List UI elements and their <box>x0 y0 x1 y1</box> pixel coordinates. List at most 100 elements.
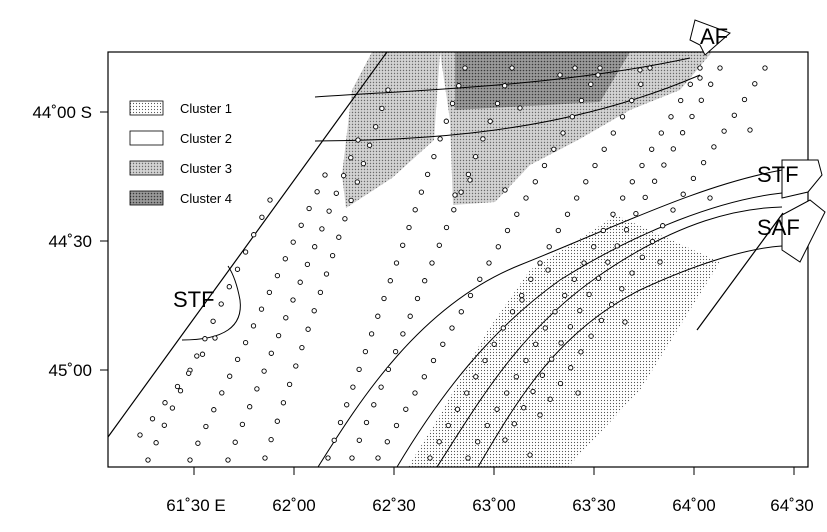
station-marker <box>437 136 443 142</box>
x-tick-label-64-00: 64˚00 <box>672 496 715 515</box>
station-marker <box>234 356 241 363</box>
station-marker <box>304 261 311 268</box>
x-axis: 61˚30 E 62˚00 62˚30 63˚00 63˚30 64˚00 64… <box>166 467 814 515</box>
station-marker <box>290 297 296 303</box>
station-marker <box>298 222 304 228</box>
station-marker <box>629 270 635 276</box>
station-marker <box>451 207 457 213</box>
station-marker <box>649 238 656 245</box>
station-marker <box>145 457 151 463</box>
station-marker <box>449 100 456 107</box>
station-marker <box>537 260 543 266</box>
station-marker <box>251 232 257 238</box>
station-marker <box>443 224 450 231</box>
station-marker <box>226 284 232 290</box>
station-marker <box>504 227 511 234</box>
station-marker <box>400 242 406 248</box>
station-marker <box>639 254 645 260</box>
x-tick-label-62-30: 62˚30 <box>372 496 415 515</box>
station-marker <box>551 146 557 152</box>
station-marker <box>465 455 471 461</box>
legend-item-cluster-2: Cluster 2 <box>129 130 232 146</box>
station-marker <box>519 292 525 299</box>
station-marker <box>482 357 488 364</box>
station-marker <box>601 146 607 152</box>
station-marker <box>549 356 555 362</box>
station-marker <box>430 357 437 364</box>
station-marker <box>462 65 468 71</box>
saf-front-2 <box>477 245 783 468</box>
station-marker <box>560 130 566 136</box>
station-marker <box>660 223 666 229</box>
station-marker <box>454 406 461 412</box>
station-marker <box>467 177 473 183</box>
station-marker <box>348 197 354 204</box>
station-marker <box>597 65 603 71</box>
station-marker <box>242 339 249 346</box>
station-marker <box>261 368 267 374</box>
station-marker <box>547 396 553 402</box>
station-marker <box>477 276 483 282</box>
station-marker <box>225 457 231 463</box>
station-marker <box>211 407 217 413</box>
station-marker <box>280 400 287 406</box>
station-marker <box>218 301 224 307</box>
station-marker <box>305 326 311 332</box>
station-marker <box>311 308 317 314</box>
station-marker <box>458 309 464 315</box>
station-marker <box>299 344 305 351</box>
front-label-af: AF <box>700 24 728 49</box>
station-marker <box>605 259 611 265</box>
station-marker <box>440 341 446 347</box>
station-marker <box>509 65 515 71</box>
af-front-upper <box>314 57 691 98</box>
station-marker <box>494 406 500 412</box>
station-marker <box>355 137 361 143</box>
station-marker <box>658 130 664 136</box>
af-arrow <box>689 19 731 56</box>
station-marker <box>574 195 580 201</box>
station-marker <box>306 205 312 212</box>
x-tick-label-63-00: 63˚00 <box>472 496 515 515</box>
station-marker <box>385 366 392 373</box>
legend-item-cluster-3: Cluster 3 <box>129 160 232 176</box>
front-label-stf-east: STF <box>757 162 799 187</box>
saf-front-1 <box>436 206 783 468</box>
station-marker <box>149 416 156 422</box>
station-marker <box>747 127 753 133</box>
station-marker <box>577 307 583 314</box>
station-marker <box>555 227 561 234</box>
station-marker <box>326 208 332 214</box>
station-marker <box>393 422 400 429</box>
station-marker <box>752 81 758 87</box>
station-marker <box>250 323 257 329</box>
station-marker <box>707 195 713 201</box>
station-marker <box>532 179 538 185</box>
station-marker <box>629 179 635 185</box>
x-tick-label-64-30: 64˚30 <box>770 496 813 515</box>
station-marker <box>407 313 413 319</box>
station-marker <box>537 412 543 418</box>
station-marker <box>331 437 337 443</box>
station-marker <box>575 390 581 396</box>
station-marker <box>592 162 598 169</box>
station-marker <box>314 189 320 195</box>
station-marker <box>484 422 490 429</box>
station-marker <box>387 278 393 284</box>
legend-label-cluster-1: Cluster 1 <box>180 101 232 116</box>
station-marker <box>161 422 167 428</box>
station-marker <box>546 244 552 250</box>
station-marker <box>406 224 412 231</box>
station-marker <box>177 388 184 394</box>
station-marker <box>680 191 686 197</box>
station-marker <box>418 189 425 195</box>
station-marker <box>325 455 331 461</box>
station-marker <box>661 162 667 168</box>
saf-arrow <box>781 199 826 263</box>
station-marker <box>568 365 574 371</box>
station-marker <box>254 386 260 392</box>
station-marker <box>679 130 686 136</box>
station-marker <box>174 383 181 390</box>
track-boundary-east <box>696 212 784 331</box>
station-marker <box>247 404 253 410</box>
